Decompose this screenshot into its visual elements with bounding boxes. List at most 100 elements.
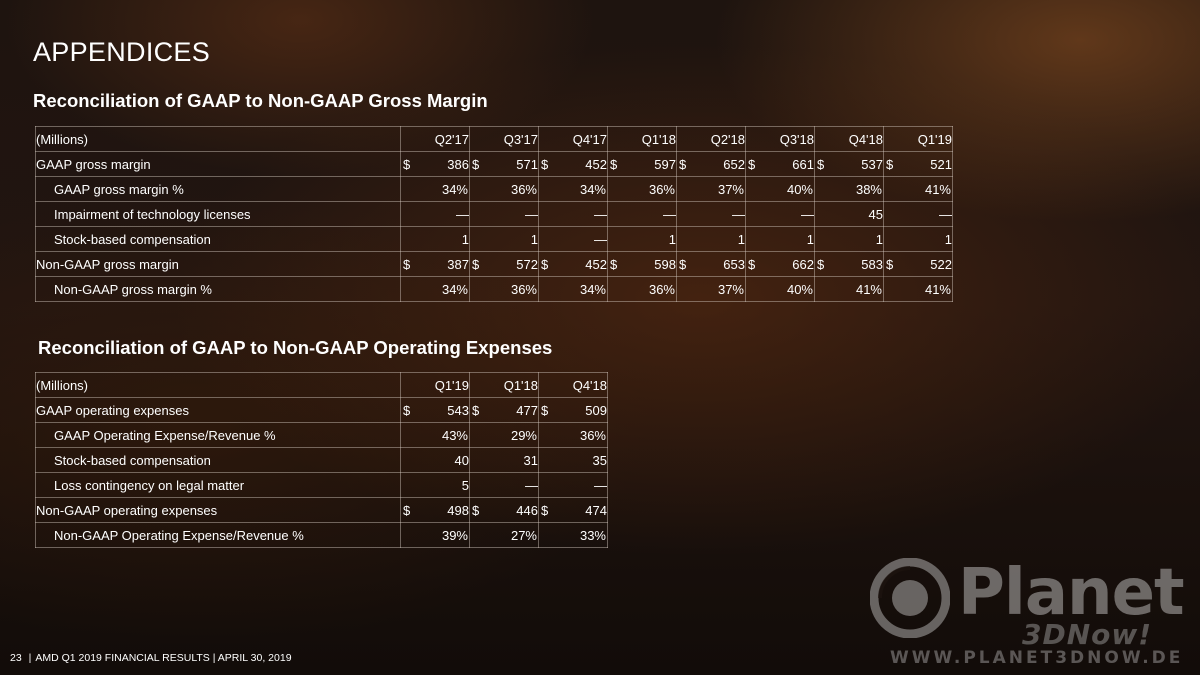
- cell-value: 571: [516, 156, 538, 172]
- cell-value: 34%: [579, 281, 606, 297]
- table-cell: 37%: [676, 176, 746, 202]
- currency-symbol: $: [472, 256, 480, 272]
- table-cell: 27%: [469, 522, 539, 548]
- cell-value: 386: [447, 156, 469, 172]
- column-header: Q3'18: [745, 126, 815, 152]
- table-cell: 1: [400, 226, 470, 252]
- currency-symbol: $: [748, 156, 756, 172]
- table-cell: —: [538, 201, 608, 227]
- table-cell: $597: [607, 151, 677, 177]
- table-cell: 34%: [538, 176, 608, 202]
- cell-value: 662: [792, 256, 814, 272]
- currency-symbol: $: [748, 256, 756, 272]
- table-cell: —: [607, 201, 677, 227]
- row-label: GAAP gross margin %: [35, 176, 401, 202]
- table-row: Non-GAAP operating expenses $498 $446 $4…: [35, 497, 608, 523]
- gross-margin-section-title: Reconciliation of GAAP to Non-GAAP Gross…: [33, 90, 488, 111]
- column-header: Q1'19: [883, 126, 953, 152]
- table-row: Non-GAAP gross margin % 34% 36% 34% 36% …: [35, 276, 953, 302]
- table-cell: $662: [745, 251, 815, 277]
- table-cell: 36%: [469, 276, 539, 302]
- currency-symbol: $: [541, 502, 549, 518]
- column-header: Q1'18: [607, 126, 677, 152]
- cell-value: 40%: [786, 281, 813, 297]
- row-label: Loss contingency on legal matter: [35, 472, 401, 498]
- column-header: Q4'17: [538, 126, 608, 152]
- cell-value: 36%: [510, 281, 537, 297]
- table-cell: 34%: [538, 276, 608, 302]
- table-cell: $452: [538, 151, 608, 177]
- table-cell: $386: [400, 151, 470, 177]
- table-cell: 41%: [883, 176, 953, 202]
- table-row: GAAP operating expenses $543 $477 $509: [35, 397, 608, 423]
- slide-footer: 23 | AMD Q1 2019 FINANCIAL RESULTS | APRI…: [10, 652, 296, 664]
- cell-value: 36%: [648, 181, 675, 197]
- cell-value: 653: [723, 256, 745, 272]
- currency-symbol: $: [610, 156, 618, 172]
- table-cell: —: [883, 201, 953, 227]
- table-header-row: (Millions) Q1'19 Q1'18 Q4'18: [35, 372, 608, 398]
- cell-value: 446: [516, 502, 538, 518]
- slide-title: APPENDICES: [33, 37, 211, 67]
- cell-value: 597: [654, 156, 676, 172]
- operating-expenses-section-title: Reconciliation of GAAP to Non-GAAP Opera…: [38, 337, 553, 358]
- cell-value: 27%: [510, 527, 537, 543]
- table-cell: 37%: [676, 276, 746, 302]
- cell-value: 36%: [579, 427, 606, 443]
- table-cell: 41%: [814, 276, 884, 302]
- table-cell: —: [469, 201, 539, 227]
- row-label: Stock-based compensation: [35, 226, 401, 252]
- cell-value: 34%: [441, 181, 468, 197]
- table-cell: 29%: [469, 422, 539, 448]
- table-cell: 41%: [883, 276, 953, 302]
- table-cell: 38%: [814, 176, 884, 202]
- cell-value: 521: [930, 156, 952, 172]
- row-label: GAAP gross margin: [35, 151, 401, 177]
- cell-value: 41%: [924, 281, 951, 297]
- planet-logo-icon: [870, 558, 950, 638]
- cell-value: 661: [792, 156, 814, 172]
- table-cell: 1: [469, 226, 539, 252]
- table-cell: $521: [883, 151, 953, 177]
- planet3dnow-watermark: Planet 3DNow! WWW.PLANET3DNOW.DE: [870, 556, 1190, 668]
- table-cell: $452: [538, 251, 608, 277]
- table-row: Non-GAAP gross margin $387 $572 $452 $59…: [35, 251, 953, 277]
- table-cell: 5: [400, 472, 470, 498]
- table-cell: —: [469, 472, 539, 498]
- table-cell: —: [538, 472, 608, 498]
- cell-value: 39%: [441, 527, 468, 543]
- row-label: Non-GAAP operating expenses: [35, 497, 401, 523]
- table-row: GAAP Operating Expense/Revenue % 43% 29%…: [35, 422, 608, 448]
- cell-value: 572: [516, 256, 538, 272]
- table-cell: 36%: [607, 276, 677, 302]
- table-cell: $474: [538, 497, 608, 523]
- cell-value: 36%: [648, 281, 675, 297]
- table-cell: —: [538, 226, 608, 252]
- table-cell: $653: [676, 251, 746, 277]
- cell-value: 652: [723, 156, 745, 172]
- table-row: Non-GAAP Operating Expense/Revenue % 39%…: [35, 522, 608, 548]
- cell-value: 583: [861, 256, 883, 272]
- currency-symbol: $: [817, 156, 825, 172]
- table-cell: $537: [814, 151, 884, 177]
- operating-expenses-table: (Millions) Q1'19 Q1'18 Q4'18 GAAP operat…: [35, 372, 608, 548]
- table-cell: 36%: [469, 176, 539, 202]
- cell-value: 474: [585, 502, 607, 518]
- column-header: Q1'19: [400, 372, 470, 398]
- table-cell: 1: [676, 226, 746, 252]
- table-cell: —: [676, 201, 746, 227]
- table-cell: $598: [607, 251, 677, 277]
- table-row: Stock-based compensation 1 1 — 1 1 1 1 1: [35, 226, 953, 252]
- table-cell: 36%: [538, 422, 608, 448]
- cell-value: 452: [585, 156, 607, 172]
- cell-value: 452: [585, 256, 607, 272]
- cell-value: 33%: [579, 527, 606, 543]
- table-row: Loss contingency on legal matter 5 — —: [35, 472, 608, 498]
- table-cell: 34%: [400, 176, 470, 202]
- footer-separator: |: [28, 652, 32, 664]
- row-label: GAAP Operating Expense/Revenue %: [35, 422, 401, 448]
- cell-value: 522: [930, 256, 952, 272]
- currency-symbol: $: [403, 256, 411, 272]
- table-cell: 33%: [538, 522, 608, 548]
- currency-symbol: $: [541, 156, 549, 172]
